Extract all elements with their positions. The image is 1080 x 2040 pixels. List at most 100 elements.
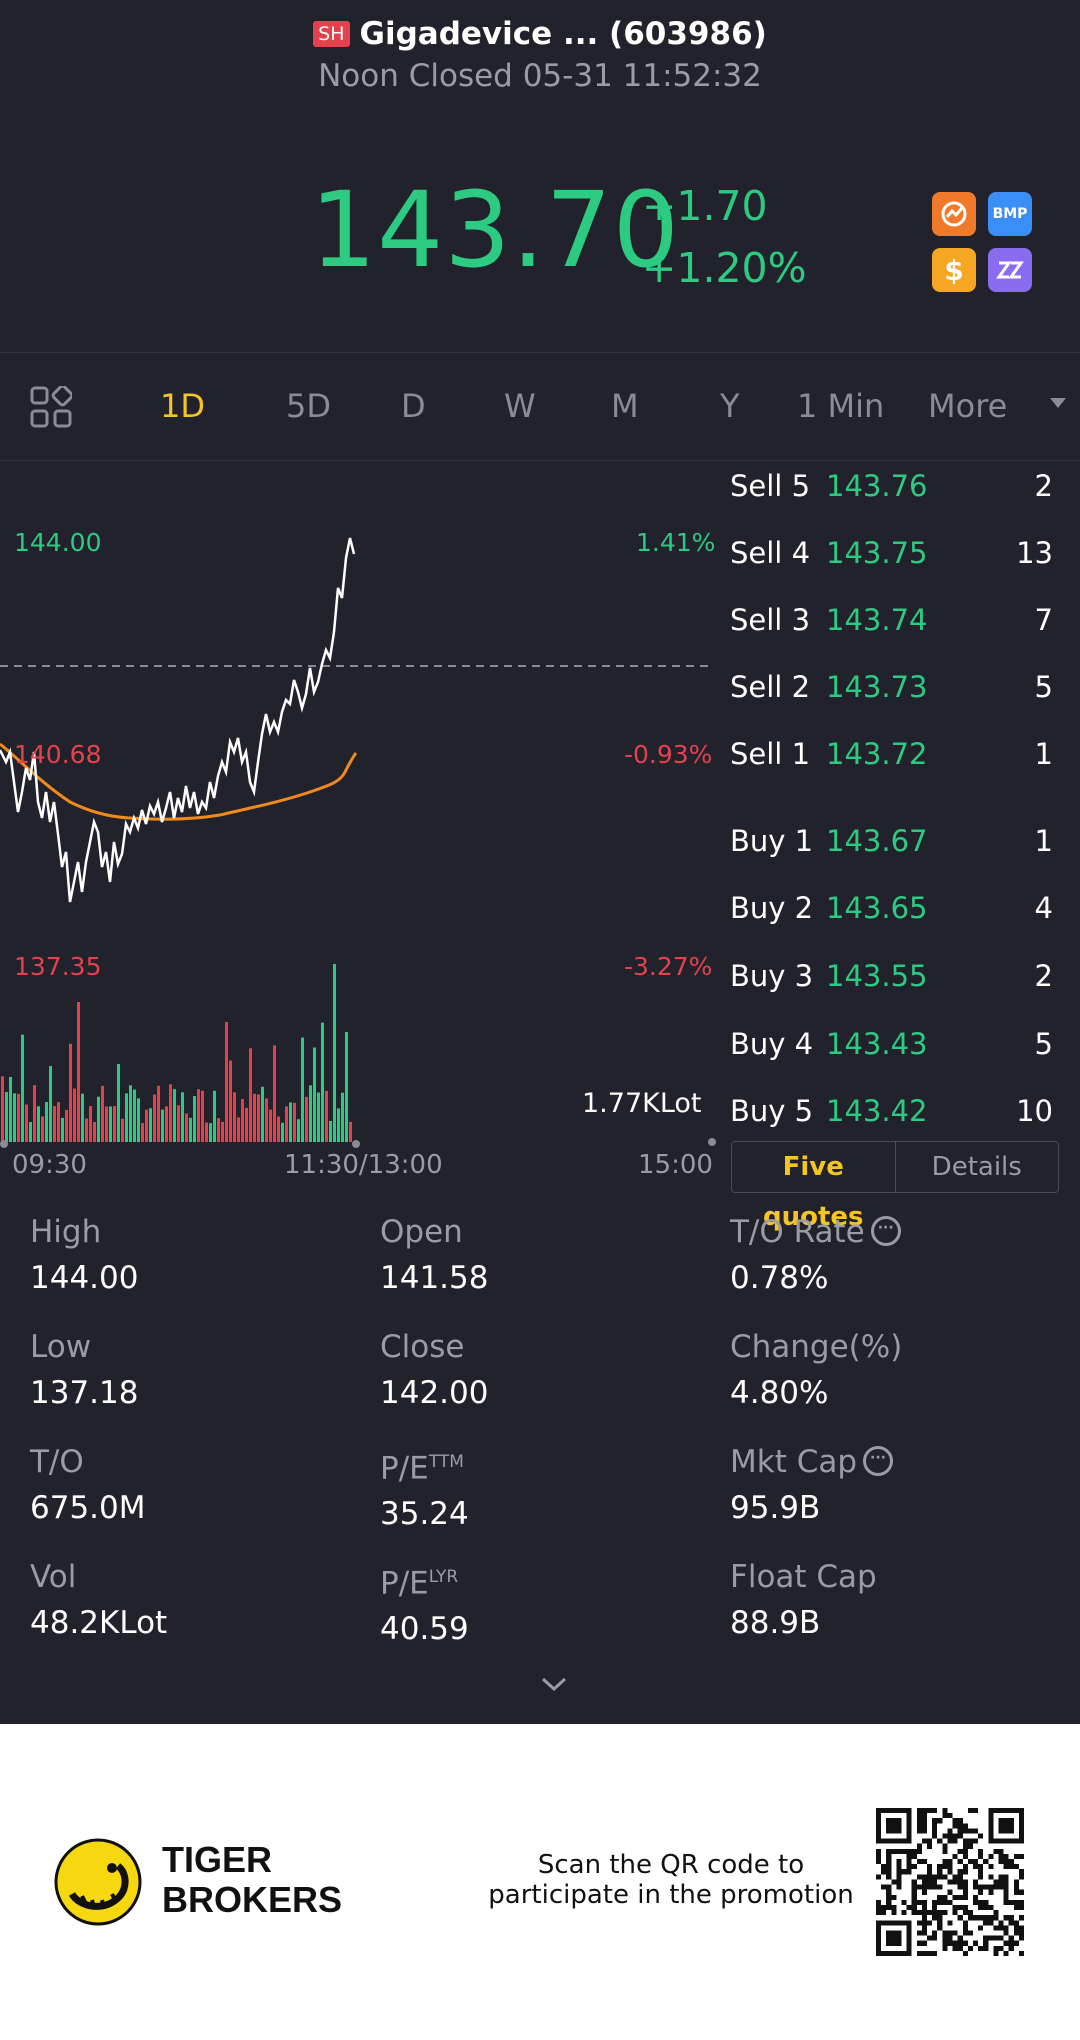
volume-bar (93, 1122, 96, 1142)
volume-bar (297, 1119, 300, 1142)
zz-icon[interactable] (988, 248, 1032, 292)
more-info-icon[interactable]: ··· (870, 1215, 901, 1246)
volume-bar (177, 1105, 180, 1142)
more-info-icon[interactable]: ··· (863, 1445, 894, 1476)
volume-bar (285, 1106, 288, 1142)
layout-grid-icon[interactable] (30, 386, 72, 428)
volume-bar (269, 1109, 272, 1142)
volume-bar (265, 1098, 268, 1142)
volume-bar (289, 1102, 292, 1142)
volume-bar (213, 1090, 216, 1142)
volume-bar (145, 1109, 148, 1142)
volume-bar (85, 1118, 88, 1142)
volume-bar (133, 1089, 136, 1142)
stat-high: High 144.00 (30, 1214, 139, 1296)
volume-bar (253, 1093, 256, 1142)
volume-bar (257, 1094, 260, 1142)
volume-bar (45, 1101, 48, 1142)
stat-open: Open 141.58 (380, 1214, 489, 1296)
sell-4-row: Sell 4 143.75 13 (730, 536, 1053, 570)
dollar-icon[interactable]: $ (932, 248, 976, 292)
tiger-logo (54, 1838, 142, 1926)
volume-bar (293, 1102, 296, 1142)
expand-chevron-icon[interactable] (540, 1670, 568, 1698)
chart-badge-icon[interactable] (932, 192, 976, 236)
volume-bar (37, 1106, 40, 1142)
volume-bar (309, 1085, 312, 1142)
volume-bar (261, 1086, 264, 1142)
volume-bar (41, 1116, 44, 1142)
tab-1d[interactable]: 1D (160, 387, 205, 425)
price-line (0, 537, 356, 903)
volume-bar (157, 1085, 160, 1142)
price-change-pct: +1.20% (642, 244, 807, 292)
volume-bar (233, 1092, 236, 1142)
time-mid: 11:30/13:00 (284, 1150, 443, 1180)
divider (0, 460, 1080, 461)
volume-bar (97, 1096, 100, 1142)
volume-bar (185, 1113, 188, 1142)
orderbook-tabs: Five quotes Details (731, 1141, 1059, 1232)
stat-close: Close 142.00 (380, 1329, 489, 1411)
volume-bar (137, 1098, 140, 1142)
volume-bar (49, 1065, 52, 1142)
stat-to-rate: T/O Rate ··· 0.78% (730, 1212, 901, 1298)
volume-bar (209, 1123, 212, 1142)
y-low-pct-label: -3.27% (624, 952, 713, 981)
volume-bar (29, 1121, 32, 1142)
tab-1min[interactable]: 1 Min (797, 387, 885, 425)
stat-low: Low 137.18 (30, 1329, 139, 1411)
sell-2-row: Sell 2 143.73 5 (730, 670, 1053, 704)
volume-bar (5, 1092, 8, 1142)
title-row[interactable]: SH Gigadevice ... (603986) (0, 16, 1080, 52)
stat-pe-ttm: P/ETTM 35.24 (380, 1450, 469, 1533)
brand-name: TIGER BROKERS (162, 1839, 343, 1920)
tab-more[interactable]: More (928, 387, 1008, 425)
tab-day[interactable]: D (401, 387, 426, 425)
volume-bar (205, 1122, 208, 1142)
volume-bar (221, 1121, 224, 1142)
buy-1-row: Buy 1 143.67 1 (730, 824, 1053, 858)
time-end: 15:00 (638, 1150, 713, 1180)
y-high-label: 144.00 (14, 528, 102, 557)
volume-bar (141, 1123, 144, 1142)
tab-five-quotes[interactable]: Five quotes (732, 1142, 896, 1232)
tab-5d[interactable]: 5D (286, 387, 331, 425)
volume-bar (129, 1085, 132, 1142)
tab-month[interactable]: M (611, 387, 639, 425)
sell-3-row: Sell 3 143.74 7 (730, 603, 1053, 637)
volume-bar (109, 1106, 112, 1142)
timeline-noon-dot (352, 1140, 360, 1148)
tab-week[interactable]: W (504, 387, 536, 425)
sell-5-row: Sell 5 143.76 2 (730, 469, 1053, 503)
more-dropdown-icon[interactable] (1050, 398, 1066, 408)
qr-code (876, 1808, 1024, 1956)
timeline-end-dot (708, 1138, 716, 1146)
feature-badges: BMP $ (932, 192, 1032, 292)
volume-bar (249, 1048, 252, 1142)
tab-year[interactable]: Y (720, 387, 740, 425)
volume-bar (61, 1117, 64, 1142)
volume-bar (13, 1093, 16, 1142)
stock-title: Gigadevice ... (603986) (359, 16, 767, 52)
volume-bar (169, 1084, 172, 1142)
volume-bar (125, 1093, 128, 1142)
volume-bar (301, 1037, 304, 1142)
volume-bar (9, 1076, 12, 1142)
bmp-badge[interactable]: BMP (988, 192, 1032, 236)
tab-details[interactable]: Details (931, 1152, 1022, 1182)
volume-bar (101, 1085, 104, 1142)
buy-5-row: Buy 5 143.42 10 (730, 1094, 1053, 1128)
volume-bar (65, 1109, 68, 1142)
volume-bar (33, 1085, 36, 1142)
volume-bar (153, 1094, 156, 1142)
volume-bar (237, 1117, 240, 1142)
volume-bar (197, 1089, 200, 1142)
stat-turnover: T/O 675.0M (30, 1444, 146, 1526)
volume-bar (337, 1108, 340, 1142)
volume-bar (225, 1022, 228, 1142)
volume-bar (277, 1116, 280, 1142)
volume-bar (113, 1105, 116, 1142)
y-mid-label: 140.68 (14, 740, 102, 769)
intraday-chart[interactable] (0, 462, 720, 1182)
